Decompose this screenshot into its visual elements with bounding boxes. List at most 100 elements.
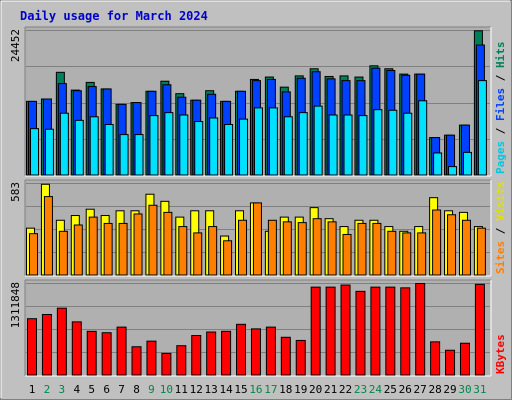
bar-kbytes-day-8 (131, 346, 142, 376)
x-tick-label: 18 (279, 383, 292, 396)
bar-pages-day-21 (328, 114, 338, 176)
bar-kbytes-day-12 (191, 335, 202, 376)
legend-entry: Sites (494, 241, 507, 274)
legend-entry: Hits (494, 42, 507, 69)
bar-kbytes-day-15 (236, 323, 247, 376)
bars-top (26, 30, 487, 176)
x-tick-label: 8 (133, 383, 140, 396)
series-legend: Sites / Visits (494, 181, 507, 274)
legend-entry: / (494, 68, 507, 88)
bar-pages-day-16 (253, 107, 263, 176)
x-tick-label: 9 (148, 383, 155, 396)
bar-pages-day-19 (298, 112, 308, 176)
bar-sites-day-30 (461, 219, 471, 276)
x-tick-label: 27 (414, 383, 427, 396)
bar-pages-day-9 (149, 115, 159, 176)
bar-kbytes-day-26 (400, 287, 411, 376)
x-tick-label: 26 (399, 383, 412, 396)
bar-pages-day-18 (283, 116, 293, 176)
bar-pages-day-25 (388, 109, 398, 176)
bar-kbytes-day-19 (295, 339, 306, 376)
bars-bottom (27, 283, 485, 376)
bar-pages-day-30 (462, 151, 472, 176)
x-tick-label: 28 (428, 383, 441, 396)
x-tick-label: 4 (73, 383, 80, 396)
bar-kbytes-day-14 (221, 330, 232, 376)
bar-sites-day-11 (178, 226, 188, 276)
x-tick-label: 14 (219, 383, 233, 396)
bar-sites-day-16 (252, 202, 262, 276)
bar-sites-day-5 (88, 216, 98, 276)
bar-sites-day-4 (73, 224, 83, 276)
x-tick-label: 11 (175, 383, 188, 396)
bar-kbytes-day-9 (146, 340, 157, 376)
bar-pages-day-3 (59, 112, 69, 176)
y-max-label: 583 (9, 182, 22, 202)
bar-kbytes-day-13 (206, 331, 217, 376)
y-max-label: 1311848 (9, 282, 22, 328)
bar-sites-day-27 (417, 232, 427, 276)
panel-middle: 583 Sites / Visits (9, 179, 507, 277)
x-tick-label: 29 (443, 383, 456, 396)
bar-kbytes-day-21 (325, 286, 336, 376)
bar-pages-day-26 (403, 112, 413, 176)
bar-pages-day-17 (268, 107, 278, 176)
x-tick-label: 30 (458, 383, 471, 396)
chart-title: Daily usage for March 2024 (20, 9, 208, 23)
x-tick-label: 10 (160, 383, 173, 396)
bar-pages-day-28 (433, 152, 443, 176)
bar-pages-day-14 (224, 124, 234, 176)
bar-pages-day-8 (134, 134, 144, 176)
legend-entry: Visits (494, 181, 507, 221)
bar-sites-day-28 (432, 209, 442, 276)
legend-entry: KBytes (494, 334, 507, 374)
legend-entry: / (494, 221, 507, 241)
series-legend: Pages / Files / Hits (494, 42, 507, 175)
bar-pages-day-13 (209, 117, 219, 176)
bar-kbytes-day-23 (355, 290, 366, 376)
bar-pages-day-7 (119, 134, 129, 176)
bar-sites-day-22 (342, 233, 352, 276)
legend-entry: / (494, 121, 507, 141)
x-tick-label: 17 (264, 383, 277, 396)
bar-kbytes-day-5 (86, 330, 97, 376)
bar-kbytes-day-27 (415, 283, 426, 376)
bar-sites-day-10 (163, 211, 173, 276)
x-tick-label: 16 (249, 383, 262, 396)
x-tick-label: 13 (205, 383, 218, 396)
bar-sites-day-15 (238, 219, 248, 276)
bar-sites-day-9 (148, 204, 158, 276)
x-tick-label: 23 (354, 383, 367, 396)
bar-kbytes-day-10 (161, 352, 172, 376)
x-tick-label: 3 (59, 383, 66, 396)
bar-pages-day-10 (164, 112, 174, 176)
legend-entry: Pages (494, 141, 507, 174)
bar-kbytes-day-11 (176, 345, 187, 376)
x-tick-label: 15 (234, 383, 247, 396)
bar-pages-day-2 (44, 128, 54, 176)
bar-pages-day-22 (343, 114, 353, 176)
bar-kbytes-day-24 (370, 286, 381, 376)
bar-pages-day-27 (418, 100, 428, 176)
bar-pages-day-20 (313, 105, 323, 176)
bars-middle (26, 183, 486, 276)
bar-pages-day-5 (89, 116, 99, 176)
bar-sites-day-31 (476, 227, 486, 276)
x-tick-label: 6 (103, 383, 110, 396)
x-tick-label: 24 (369, 383, 383, 396)
bar-pages-day-24 (373, 109, 383, 176)
bar-pages-day-12 (194, 121, 204, 176)
bar-pages-day-29 (448, 166, 458, 176)
bar-sites-day-29 (447, 214, 457, 276)
bar-kbytes-day-7 (116, 326, 127, 376)
bar-kbytes-day-18 (280, 336, 291, 376)
bar-sites-day-13 (208, 226, 218, 276)
y-max-label: 24452 (9, 29, 22, 62)
bar-sites-day-17 (267, 219, 277, 276)
x-tick-label: 5 (88, 383, 95, 396)
bar-pages-day-6 (104, 124, 114, 176)
bar-kbytes-day-28 (430, 341, 441, 376)
bar-kbytes-day-6 (101, 332, 112, 376)
